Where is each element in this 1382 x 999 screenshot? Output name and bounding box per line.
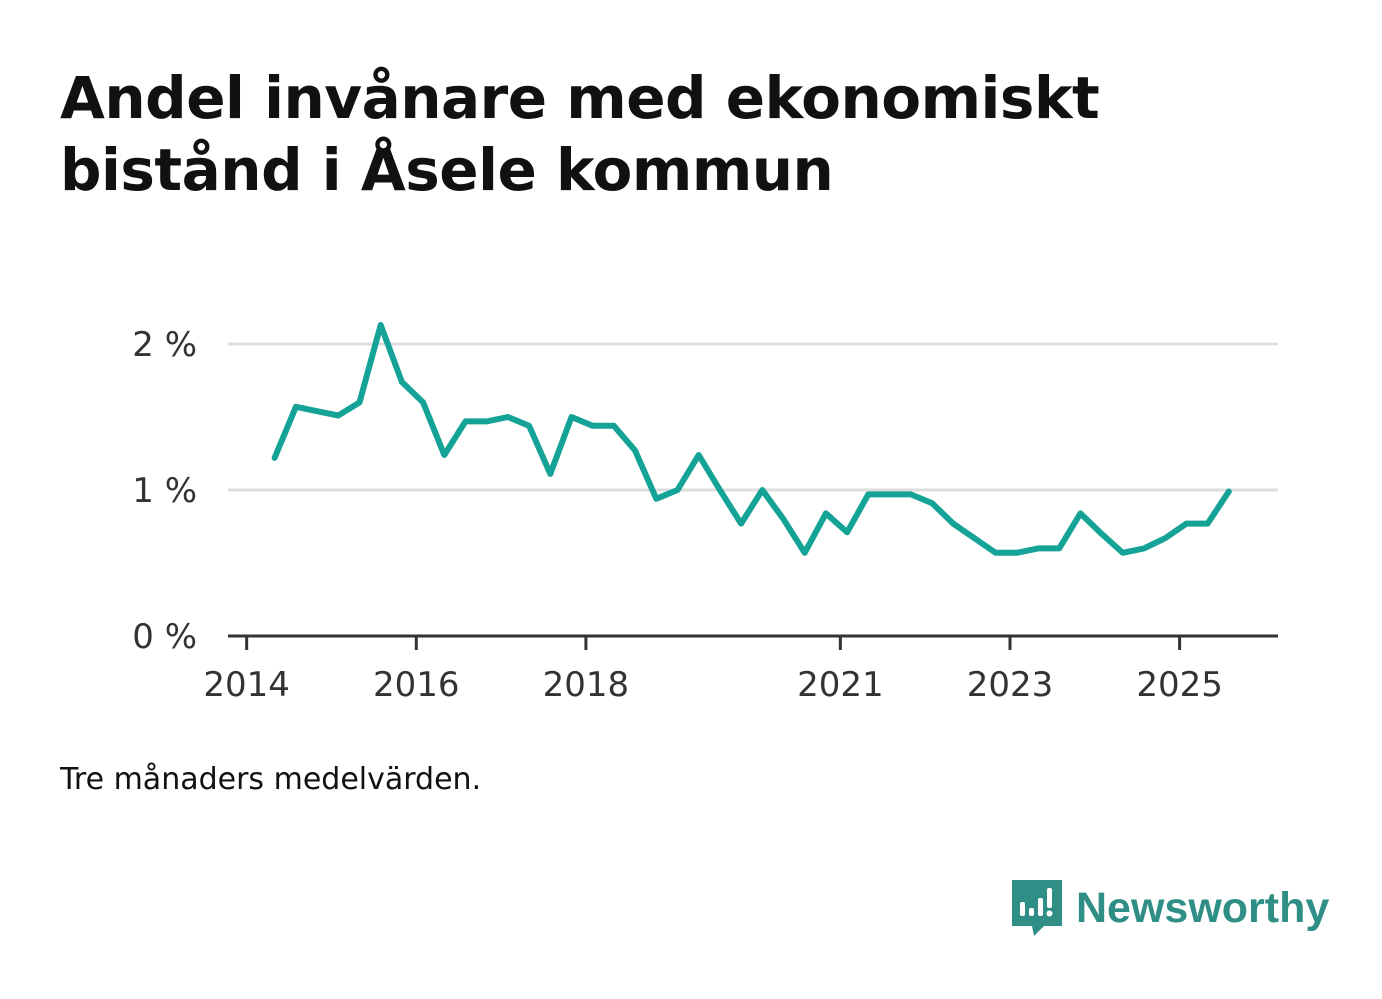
y-tick-label: 1 % [132, 471, 197, 511]
chart-title: Andel invånare med ekonomiskt bistånd i … [60, 64, 1100, 204]
x-axis-ticks: 2014 2016 2018 2021 2023 2025 [203, 636, 1223, 705]
x-tick-label: 2014 [203, 665, 290, 705]
x-tick-label: 2023 [967, 665, 1054, 705]
brand-logo: Newsworthy [1010, 878, 1329, 938]
y-axis-ticks: 0 % 1 % 2 % [132, 325, 197, 657]
series-line [271, 322, 1232, 556]
x-tick-label: 2016 [373, 665, 460, 705]
x-tick-label: 2025 [1136, 665, 1223, 705]
x-tick-label: 2021 [797, 665, 884, 705]
newsworthy-logo-icon [1012, 880, 1062, 936]
brand-name: Newsworthy [1076, 883, 1330, 932]
gridlines [228, 342, 1278, 492]
x-tick-label: 2018 [543, 665, 630, 705]
y-tick-label: 0 % [132, 617, 197, 657]
chart-note: Tre månaders medelvärden. [60, 762, 482, 797]
y-tick-label: 2 % [132, 325, 197, 365]
